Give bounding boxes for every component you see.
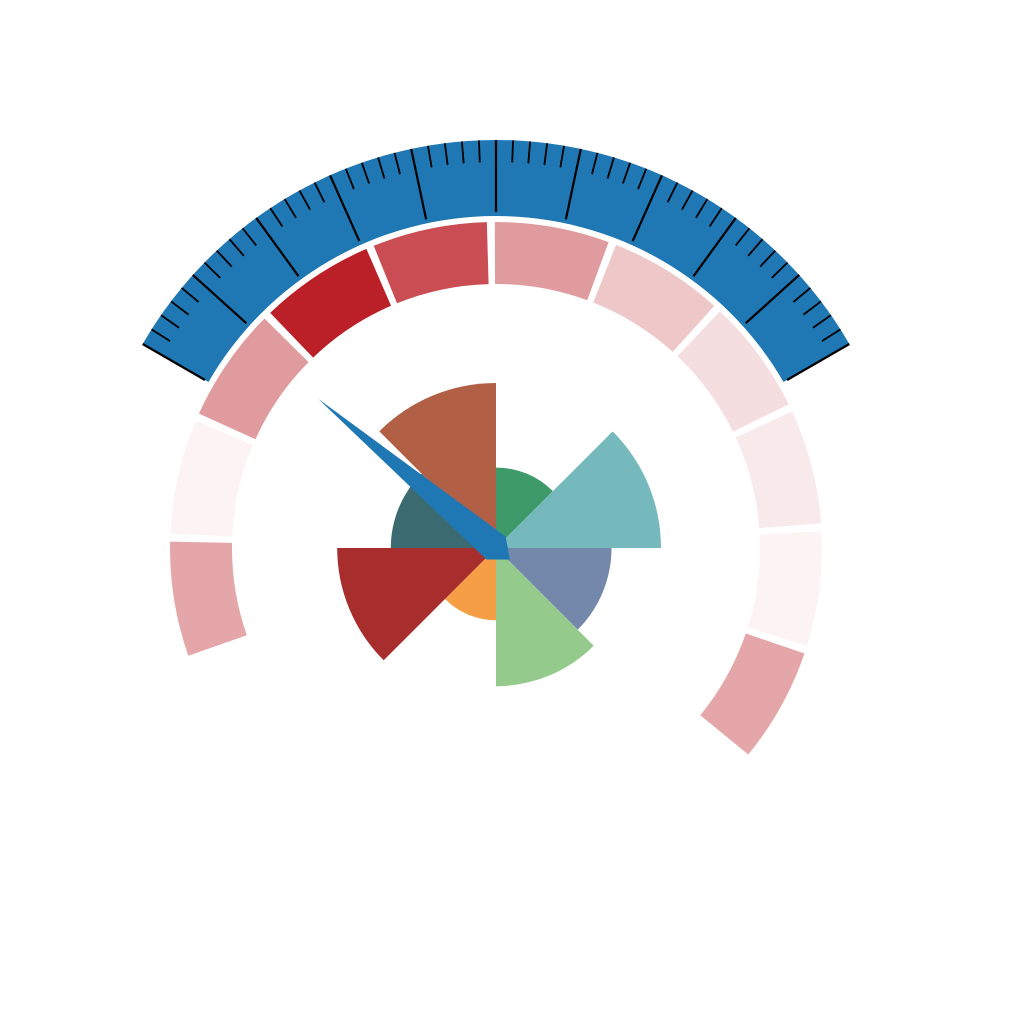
rose-sector [337,548,496,661]
gauge-minor-tick [802,300,822,316]
gauge-needle [318,398,510,560]
gauge-minor-tick [759,249,776,268]
gauge-major-tick [410,148,428,220]
gauge-minor-tick [427,145,433,168]
gauge-band-segment [494,222,609,301]
gauge-minor-tick [181,287,200,303]
gauge-major-tick [142,343,206,381]
gauge-minor-tick [812,314,832,329]
gauge-minor-tick [527,141,532,164]
gauge-minor-tick [591,152,599,175]
gauge-band-segment [700,633,805,755]
gauge-minor-tick [360,162,370,184]
gauge-ticks [142,140,850,381]
gauge-band-segment [677,311,789,432]
gauge-minor-tick [344,168,355,190]
gauge-minor-tick [313,182,326,203]
gauge-major-tick [631,174,663,242]
gauge-minor-tick [478,140,481,163]
gauge-minor-tick [771,261,789,279]
gauge-minor-tick [792,287,811,303]
rose-sector [496,467,553,548]
gauge-minor-tick [637,168,648,190]
gauge-minor-tick [151,328,171,342]
gauge-band-segment [170,420,253,537]
gauge-scale-arc [142,140,850,382]
gauge-band-segment [593,244,715,352]
gauge-minor-tick [708,207,723,227]
gauge-band-segment [198,318,309,440]
rose-sector [496,548,594,687]
gauge-major-tick [744,274,800,324]
gauge-major-tick [692,217,737,277]
gauge-bands [170,222,822,755]
gauge-minor-tick [298,190,311,211]
gauge-minor-tick [511,140,514,163]
gauge-major-tick [564,148,582,220]
rose-chart [337,383,661,687]
gauge-minor-tick [283,198,297,219]
gauge-minor-tick [443,143,449,166]
gauge-minor-tick [460,141,465,164]
gauge-minor-tick [377,157,386,179]
gauge-minor-tick [622,162,632,184]
gauge-band-segment [170,541,247,656]
gauge-major-tick [192,274,248,324]
gauge-major-tick [255,217,300,277]
gauge-band-segment [373,222,489,304]
gauge-minor-tick [170,300,190,316]
gauge-minor-tick [393,152,401,175]
gauge-band-segment [747,531,822,646]
gauge-minor-tick [695,198,709,219]
gauge-minor-tick [216,249,233,268]
rose-sector [379,383,496,548]
gauge-minor-tick [160,314,180,329]
gauge-major-tick [329,174,361,242]
gauge-band-segment [735,411,822,529]
gauge-minor-tick [681,190,694,211]
gauge-minor-tick [821,328,841,342]
gauge-minor-tick [559,145,565,168]
gauge-minor-tick [203,261,221,279]
gauge-band-segment [270,248,392,358]
gauge-scale [142,140,850,382]
rose-sector [496,431,661,548]
gauge-major-tick [786,343,850,381]
gauge-minor-tick [269,207,284,227]
gauge-minor-tick [241,227,257,247]
rose-sector [444,548,496,621]
gauge-minor-tick [666,182,679,203]
gauge-minor-tick [747,238,764,257]
gauge-needle-group [318,398,510,560]
gauge-minor-tick [606,157,615,179]
gauge-minor-tick [735,227,751,247]
gauge-minor-tick [543,143,549,166]
rose-sector [496,548,612,630]
gauge-minor-tick [228,238,245,257]
